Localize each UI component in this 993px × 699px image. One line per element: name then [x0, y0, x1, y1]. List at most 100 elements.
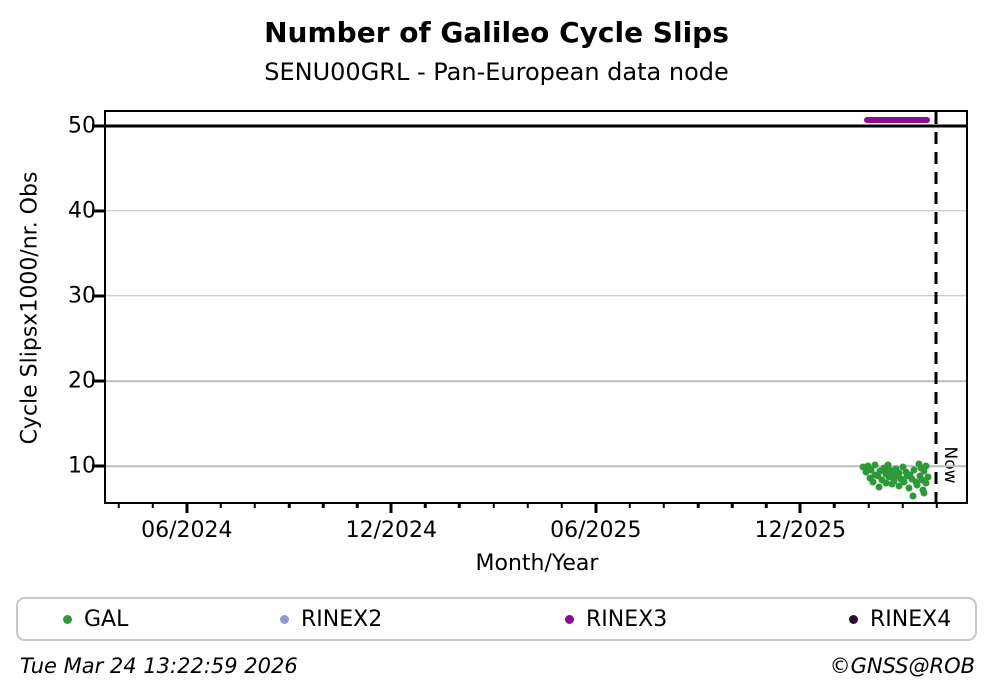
- x-tick-label: 06/2025: [550, 518, 642, 543]
- gal-data-point: [920, 467, 928, 475]
- gal-data-point: [876, 467, 884, 475]
- x-minor-tick: [765, 502, 768, 508]
- x-minor-tick: [560, 502, 563, 508]
- gal-data-point: [890, 477, 898, 485]
- y-tick: [92, 379, 104, 383]
- gal-data-point: [884, 461, 892, 469]
- gal-data-point: [902, 468, 910, 476]
- gal-data-point: [859, 463, 867, 471]
- legend-label: RINEX3: [586, 606, 668, 632]
- x-minor-tick: [696, 502, 700, 508]
- x-minor-tick: [662, 502, 666, 508]
- y-tick: [92, 124, 104, 128]
- grid-line: [106, 210, 966, 212]
- grid-line: [106, 295, 966, 297]
- gal-data-point: [869, 478, 877, 486]
- chart-title: Number of Galileo Cycle Slips: [264, 16, 729, 49]
- x-minor-tick: [730, 502, 734, 508]
- y-tick-label: 30: [68, 283, 96, 309]
- gal-data-point: [922, 462, 930, 470]
- plot-area: Now 10 20 30 40 50 06/2024 12/2024 06/2025 12/20…: [68, 112, 966, 543]
- x-tick-label: 12/2025: [754, 518, 847, 543]
- y-tick-label: 10: [68, 453, 96, 479]
- gal-data-point: [920, 489, 928, 497]
- grid-line: [106, 380, 966, 382]
- gal-data-point: [885, 473, 893, 481]
- y-tick-label: 50: [68, 113, 96, 139]
- rinex3-marker-icon: [565, 614, 574, 624]
- gal-data-point: [867, 466, 875, 474]
- x-minor-tick: [901, 502, 904, 508]
- chart-subtitle: SENU00GRL - Pan-European data node: [264, 58, 729, 86]
- x-minor-tick: [117, 502, 120, 508]
- legend-item-rinex3: RINEX3: [565, 599, 667, 639]
- gal-data-point: [895, 469, 903, 477]
- legend-item-gal: GAL: [63, 599, 128, 639]
- copyright-credit: ©GNSS@ROB: [829, 654, 975, 678]
- rinex4-marker-icon: [849, 614, 858, 624]
- gal-data-point: [895, 482, 902, 490]
- x-major-tick: [185, 502, 189, 513]
- x-tick-label: 12/2024: [345, 518, 437, 543]
- gal-marker-icon: [63, 614, 72, 624]
- event-dashed-line-green: [277, 112, 281, 502]
- gal-data-point: [899, 463, 907, 471]
- y-axis-label: Cycle Slipsx1000/nr. Obs: [17, 171, 43, 445]
- x-minor-tick: [458, 502, 461, 508]
- plot-generated-timestamp: Tue Mar 24 13:22:59 2026: [20, 654, 298, 678]
- gal-data-point: [913, 481, 921, 489]
- gal-data-point: [862, 468, 870, 476]
- y-tick: [92, 294, 104, 298]
- gal-data-point: [908, 475, 916, 483]
- gal-data-point: [906, 471, 914, 479]
- x-minor-tick: [492, 502, 495, 508]
- y-tick-label: 40: [68, 198, 96, 224]
- y-tick: [92, 464, 104, 468]
- x-tick-label: 06/2024: [141, 518, 233, 543]
- legend: GAL RINEX2 RINEX3 RINEX4: [16, 597, 977, 641]
- gal-data-point: [900, 478, 908, 486]
- x-major-tick: [594, 502, 598, 513]
- gal-data-point: [874, 472, 882, 480]
- legend-item-rinex4: RINEX4: [849, 599, 951, 639]
- gal-data-point: [871, 461, 879, 469]
- x-axis-label: Month/Year: [475, 551, 599, 576]
- gal-data-point: [924, 473, 932, 481]
- gal-data-point: [875, 483, 883, 491]
- gal-data-point: [882, 479, 890, 487]
- x-minor-tick: [424, 502, 427, 508]
- x-minor-tick: [526, 502, 529, 508]
- x-minor-tick: [935, 502, 938, 508]
- x-major-tick: [389, 502, 393, 513]
- x-minor-tick: [355, 502, 359, 508]
- rinex3-capped-segment: [864, 116, 930, 123]
- cap-threshold-line: [106, 124, 966, 128]
- x-minor-tick: [287, 502, 291, 508]
- x-minor-tick: [867, 502, 870, 508]
- gal-data-point: [889, 471, 897, 479]
- x-minor-tick: [833, 502, 836, 508]
- legend-label: RINEX4: [870, 606, 952, 632]
- legend-item-rinex2: RINEX2: [280, 599, 382, 639]
- rinex2-marker-icon: [280, 614, 289, 624]
- x-minor-tick: [628, 502, 632, 508]
- x-major-tick: [798, 502, 802, 513]
- gal-data-point: [892, 465, 900, 473]
- now-dashed-line: [934, 112, 938, 502]
- x-minor-tick: [253, 502, 257, 508]
- y-tick: [92, 209, 104, 213]
- gal-data-point: [880, 464, 887, 472]
- legend-label: GAL: [84, 606, 129, 632]
- x-minor-tick: [219, 502, 223, 508]
- gal-data-point: [910, 466, 918, 474]
- plot-frame: Now 10 20 30 40 50 06/2024 12/2024 06/2025 12/20…: [68, 110, 968, 543]
- gal-data-point: [905, 484, 913, 492]
- y-tick-label: 20: [68, 368, 96, 394]
- gal-data-point: [888, 480, 896, 488]
- gal-data-point: [886, 466, 894, 474]
- gal-data-point: [916, 472, 924, 480]
- gal-data-point: [922, 479, 930, 487]
- x-minor-tick: [321, 502, 325, 508]
- legend-label: RINEX2: [301, 606, 383, 632]
- gal-data-point: [915, 460, 923, 468]
